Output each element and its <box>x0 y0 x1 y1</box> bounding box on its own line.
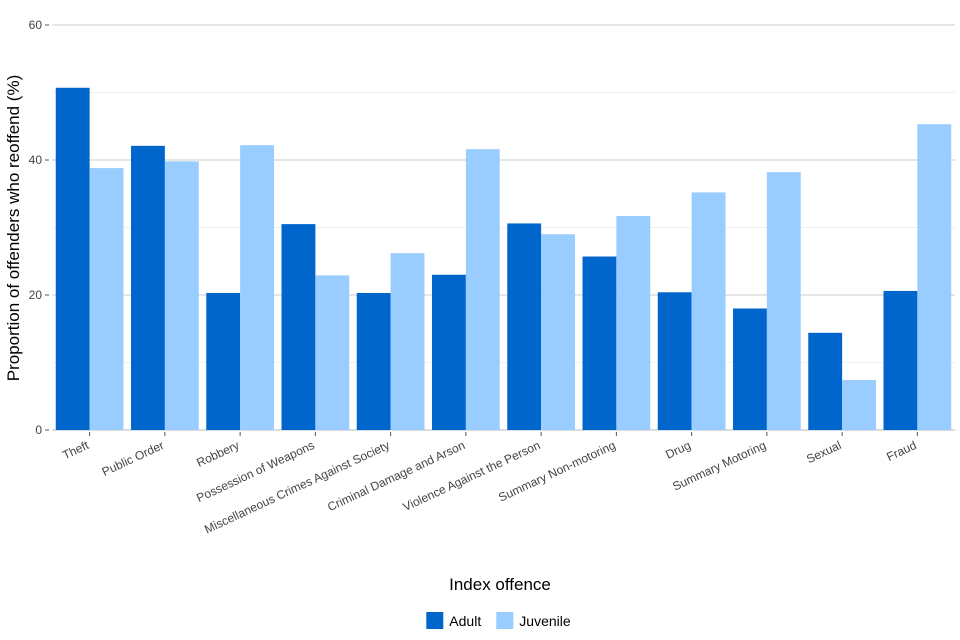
bar-juvenile <box>465 149 500 430</box>
bar-adult <box>883 290 918 430</box>
x-tick-label: Violence Against the Person <box>401 438 543 514</box>
x-tick-label: Fraud <box>884 438 918 464</box>
bar-juvenile <box>315 275 350 430</box>
bar-adult <box>657 292 692 430</box>
x-tick-label: Robbery <box>194 438 241 470</box>
legend-key-juvenile <box>496 612 514 629</box>
bar-juvenile <box>616 216 651 430</box>
legend: Adult Juvenile <box>426 612 571 629</box>
bar-adult <box>131 145 165 430</box>
bar-adult <box>432 274 466 430</box>
bar-juvenile <box>917 124 952 430</box>
x-axis-title: Index offence <box>449 575 551 594</box>
bar-juvenile <box>164 161 199 430</box>
legend-label-juvenile: Juvenile <box>519 613 571 629</box>
legend-key-adult <box>426 612 444 629</box>
y-tick-label: 60 <box>29 18 43 32</box>
bar-adult <box>808 332 843 430</box>
bar-adult <box>356 292 391 430</box>
y-tick-label: 0 <box>35 423 42 437</box>
x-tick-label: Criminal Damage and Arson <box>325 438 467 514</box>
bar-juvenile <box>89 168 124 430</box>
bar-adult <box>281 224 316 430</box>
bars-layer <box>55 87 952 431</box>
legend-label-adult: Adult <box>449 613 481 629</box>
y-tick-label: 20 <box>29 288 43 302</box>
bar-juvenile <box>691 192 726 430</box>
bar-juvenile <box>766 172 801 430</box>
bar-juvenile <box>390 253 425 430</box>
bar-juvenile <box>842 380 876 430</box>
bar-adult <box>507 223 542 430</box>
bar-adult <box>55 87 90 431</box>
x-tick-label: Public Order <box>100 438 166 479</box>
grid-layer <box>52 24 955 431</box>
bar-juvenile <box>240 145 274 430</box>
bar-adult <box>206 292 241 430</box>
y-tick-label: 40 <box>29 153 43 167</box>
x-tick-label: Drug <box>663 438 692 462</box>
x-tick-label: Theft <box>60 438 91 463</box>
bar-juvenile <box>541 234 575 430</box>
y-axis-title: Proportion of offenders who reoffend (%) <box>4 75 23 382</box>
bar-adult <box>733 308 767 430</box>
bar-adult <box>582 256 617 430</box>
x-tick-label: Sexual <box>804 438 843 466</box>
